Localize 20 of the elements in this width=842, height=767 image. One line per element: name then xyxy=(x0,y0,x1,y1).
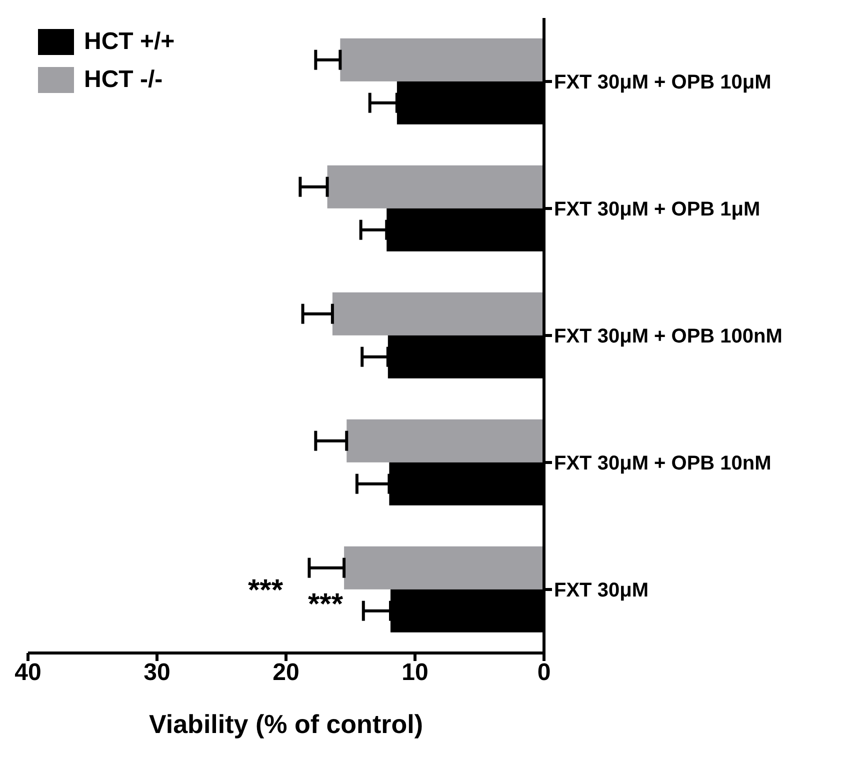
annotation: *** xyxy=(248,574,284,608)
bar xyxy=(340,38,544,82)
y-tick-label: FXT 30μM + OPB 1μM xyxy=(554,198,760,221)
annotation: *** xyxy=(308,588,344,622)
y-tick-label: FXT 30μM + OPB 100nM xyxy=(554,326,782,348)
x-tick-label: 10 xyxy=(402,659,428,686)
bar xyxy=(344,546,544,590)
legend-label: HCT +/+ xyxy=(84,28,175,56)
y-tick-label: FXT 30μM + OPB 10nM xyxy=(554,452,772,475)
legend-label: HCT -/- xyxy=(84,66,163,94)
x-tick-label: 20 xyxy=(272,659,300,686)
bar xyxy=(327,165,544,208)
x-tick-label: 40 xyxy=(14,659,42,686)
x-tick-label: 30 xyxy=(144,659,170,686)
bar xyxy=(332,292,544,336)
y-tick-label: FXT 30μM + OPB 10μM xyxy=(554,72,772,94)
bar xyxy=(346,419,544,462)
x-axis-title: Viability (% of control) xyxy=(149,709,423,739)
x-tick-label: 0 xyxy=(537,659,551,686)
y-tick-label: FXT 30μM xyxy=(554,580,648,602)
